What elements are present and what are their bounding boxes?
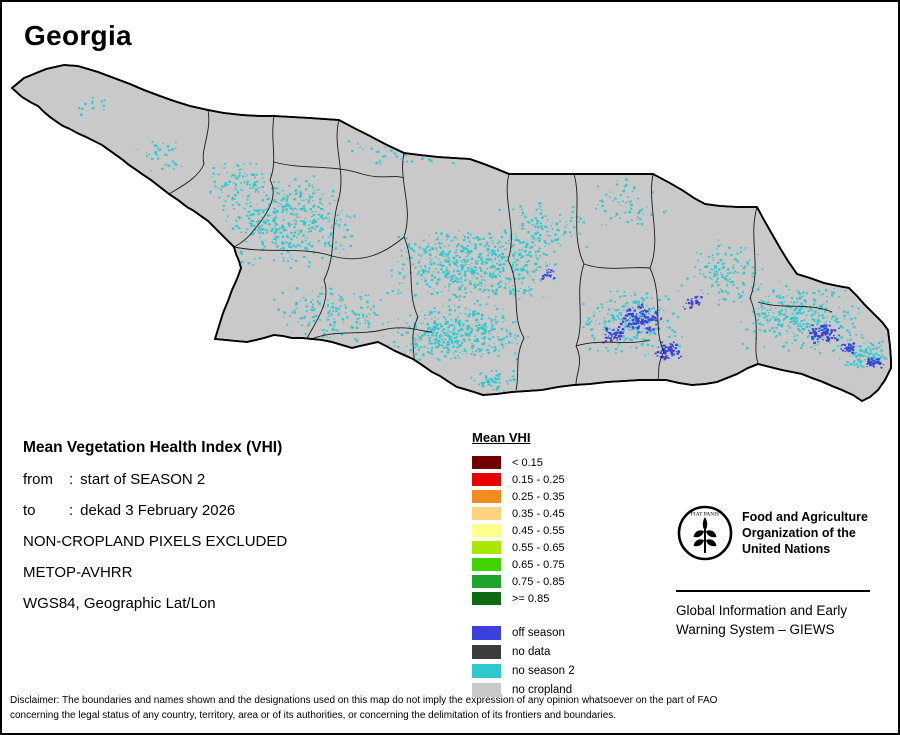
legend-label: 0.25 - 0.35 bbox=[512, 490, 565, 503]
legend-swatch bbox=[472, 507, 501, 520]
legend-label: no season 2 bbox=[512, 664, 575, 677]
fao-org-line: Organization of the bbox=[742, 526, 856, 540]
legend-row: off season bbox=[472, 623, 575, 642]
disclaimer-line: concerning the legal status of any count… bbox=[10, 710, 617, 721]
legend-label: no cropland bbox=[512, 683, 573, 696]
legend-row: no cropland bbox=[472, 680, 575, 699]
legend-label: no data bbox=[512, 645, 551, 658]
fao-logo: FIAT PANIS bbox=[677, 505, 733, 561]
legend-row: 0.25 - 0.35 bbox=[472, 488, 575, 505]
fao-org-name: Food and Agriculture Organization of the… bbox=[742, 504, 868, 557]
fao-giews-block: FIAT PANIS Food and Agriculture Organiza… bbox=[676, 504, 882, 639]
legend-label: 0.45 - 0.55 bbox=[512, 524, 565, 537]
to-line: to: dekad 3 February 2026 bbox=[23, 495, 287, 526]
legend-row: 0.45 - 0.55 bbox=[472, 522, 575, 539]
page-title: Georgia bbox=[24, 20, 132, 51]
legend-title: Mean VHI bbox=[472, 430, 531, 445]
note-projection: WGS84, Geographic Lat/Lon bbox=[23, 595, 216, 612]
legend-swatch bbox=[472, 473, 501, 486]
legend-label: off season bbox=[512, 626, 565, 639]
country-outline bbox=[10, 64, 892, 403]
legend-row: no data bbox=[472, 642, 575, 661]
legend-label: 0.55 - 0.65 bbox=[512, 541, 565, 554]
to-value: dekad 3 February 2026 bbox=[80, 502, 236, 519]
legend-row: no season 2 bbox=[472, 661, 575, 680]
legend-swatch bbox=[472, 524, 501, 537]
note-sensor: METOP-AVHRR bbox=[23, 564, 133, 581]
legend-row: 0.65 - 0.75 bbox=[472, 556, 575, 573]
from-separator: : bbox=[69, 471, 74, 488]
fao-org-line: Food and Agriculture bbox=[742, 510, 868, 524]
legend-label: < 0.15 bbox=[512, 456, 543, 469]
legend-swatch bbox=[472, 592, 501, 605]
to-separator: : bbox=[69, 502, 74, 519]
from-label: from bbox=[23, 471, 53, 488]
georgia-vhi-map bbox=[10, 64, 892, 403]
legend-swatch bbox=[472, 682, 501, 697]
legend-label: 0.35 - 0.45 bbox=[512, 507, 565, 520]
legend-swatch bbox=[472, 644, 501, 659]
legend-swatch bbox=[472, 663, 501, 678]
giews-line: Warning System – GIEWS bbox=[676, 622, 835, 637]
fao-org-line: United Nations bbox=[742, 542, 831, 556]
legend-swatch bbox=[472, 541, 501, 554]
fao-logo-motto: FIAT PANIS bbox=[691, 512, 719, 518]
legend-label: 0.15 - 0.25 bbox=[512, 473, 565, 486]
legend-swatch bbox=[472, 558, 501, 571]
map-info-block: Mean Vegetation Health Index (VHI) from:… bbox=[23, 432, 287, 619]
legend-label: >= 0.85 bbox=[512, 592, 550, 605]
fao-divider-line bbox=[676, 590, 870, 592]
from-value: start of SEASON 2 bbox=[80, 471, 206, 488]
legend: Mean VHI < 0.15 0.15 - 0.25 0.25 - 0.35 … bbox=[472, 430, 575, 699]
legend-swatch bbox=[472, 625, 501, 640]
legend-label: 0.75 - 0.85 bbox=[512, 575, 565, 588]
admin-boundaries bbox=[168, 109, 833, 391]
note-cropland-excluded: NON-CROPLAND PIXELS EXCLUDED bbox=[23, 533, 288, 550]
vhi-heading: Mean Vegetation Health Index (VHI) bbox=[23, 439, 283, 456]
vhi-raster-speckles bbox=[78, 96, 888, 392]
from-line: from: start of SEASON 2 bbox=[23, 464, 287, 495]
legend-vhi-classes: < 0.15 0.15 - 0.25 0.25 - 0.35 0.35 - 0.… bbox=[472, 454, 575, 607]
wheat-ear-icon bbox=[693, 517, 717, 553]
legend-row: 0.75 - 0.85 bbox=[472, 573, 575, 590]
legend-swatch bbox=[472, 575, 501, 588]
legend-extra-classes: off season no data no season 2 no cropla… bbox=[472, 623, 575, 699]
legend-row: < 0.15 bbox=[472, 454, 575, 471]
to-label: to bbox=[23, 502, 36, 519]
giews-caption: Global Information and Early Warning Sys… bbox=[676, 601, 882, 639]
giews-line: Global Information and Early bbox=[676, 603, 848, 618]
legend-row: 0.35 - 0.45 bbox=[472, 505, 575, 522]
legend-row: 0.15 - 0.25 bbox=[472, 471, 575, 488]
disclaimer: Disclaimer: The boundaries and names sho… bbox=[10, 693, 894, 723]
legend-label: 0.65 - 0.75 bbox=[512, 558, 565, 571]
disclaimer-line: Disclaimer: The boundaries and names sho… bbox=[10, 695, 718, 706]
legend-row: 0.55 - 0.65 bbox=[472, 539, 575, 556]
legend-row: >= 0.85 bbox=[472, 590, 575, 607]
legend-swatch bbox=[472, 456, 501, 469]
country-shape bbox=[10, 64, 892, 403]
fao-header: FIAT PANIS Food and Agriculture Organiza… bbox=[676, 504, 882, 562]
legend-swatch bbox=[472, 490, 501, 503]
